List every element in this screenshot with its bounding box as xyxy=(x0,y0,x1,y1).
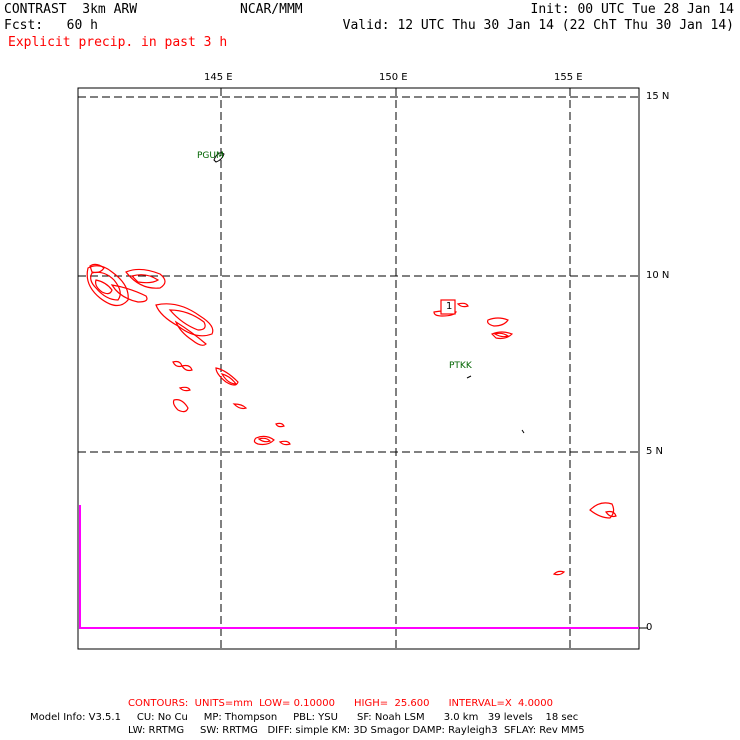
precip-cell xyxy=(90,271,121,301)
axis-zero-label: 0 xyxy=(646,622,653,633)
forecast-hour: Fcst: 60 h xyxy=(4,18,98,33)
model-info-line2: LW: RRTMG SW: RRTMG DIFF: simple KM: 3D … xyxy=(128,725,585,736)
precip-cell xyxy=(181,364,193,372)
precip-cell xyxy=(278,440,291,446)
precip-cell xyxy=(487,317,509,327)
grid-lines xyxy=(78,88,639,649)
island-guam xyxy=(213,152,225,163)
precip-cell xyxy=(275,422,285,428)
lat-label-5: 5 N xyxy=(646,446,664,457)
precip-cell xyxy=(95,279,113,295)
lon-label-155: 155 E xyxy=(554,72,583,83)
precip-cell xyxy=(172,399,189,413)
precip-cell xyxy=(168,309,206,331)
precip-cell xyxy=(110,284,148,303)
precip-cell xyxy=(220,373,238,385)
field-title: Explicit precip. in past 3 h xyxy=(8,35,228,50)
precip-cell xyxy=(125,268,166,289)
island-chuuk xyxy=(466,375,472,379)
valid-time: Valid: 12 UTC Thu 30 Jan 14 (22 ChT Thu … xyxy=(342,18,734,33)
precip-cell xyxy=(493,332,510,338)
precip-cell xyxy=(589,502,615,519)
precip-cell xyxy=(155,303,214,337)
lat-label-15: 15 N xyxy=(646,91,670,102)
station-pgum: PGUM xyxy=(197,151,224,161)
precip-cell xyxy=(172,360,183,368)
precip-cell xyxy=(86,265,129,307)
precip-axis xyxy=(79,505,639,629)
organization: NCAR/MMM xyxy=(240,2,303,17)
model-title: CONTRAST 3km ARW xyxy=(4,2,138,17)
precip-cell xyxy=(178,386,191,392)
map-frame xyxy=(77,87,640,650)
contour-label: 1 xyxy=(446,301,453,312)
precip-cell xyxy=(215,367,239,386)
contour-info: CONTOURS: UNITS=mm LOW= 0.10000 HIGH= 25… xyxy=(128,698,554,709)
precip-cell xyxy=(232,403,248,410)
lon-label-150: 150 E xyxy=(379,72,408,83)
init-time: Init: 00 UTC Tue 28 Jan 14 xyxy=(530,2,735,17)
contour-label-box xyxy=(440,299,456,315)
precip-cell xyxy=(605,510,617,518)
precip-cell xyxy=(89,263,105,274)
island-east xyxy=(521,429,525,434)
precip-cell xyxy=(130,274,160,284)
island-outlines xyxy=(213,96,525,434)
lon-label-145: 145 E xyxy=(204,72,233,83)
precip-cell xyxy=(253,435,275,446)
precip-cell xyxy=(257,437,272,443)
precip-contours xyxy=(86,263,617,576)
precip-cell xyxy=(552,570,566,576)
precip-cell xyxy=(490,331,514,340)
lat-label-10: 10 N xyxy=(646,270,670,281)
station-ptkk: PTKK xyxy=(449,361,472,371)
precip-cell xyxy=(174,320,207,346)
precip-cell xyxy=(456,302,469,308)
model-info-line1: Model Info: V3.5.1 CU: No Cu MP: Thompso… xyxy=(30,712,579,723)
